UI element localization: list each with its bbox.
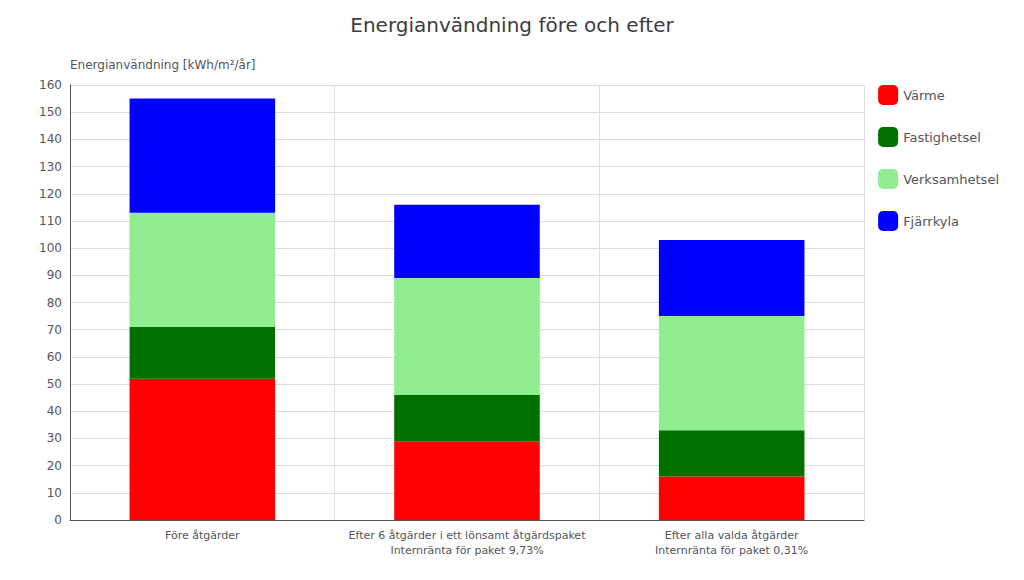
svg-text:Före åtgärder: Före åtgärder	[165, 529, 240, 542]
svg-text:Efter alla valda åtgärder: Efter alla valda åtgärder	[665, 529, 799, 542]
svg-text:30: 30	[47, 431, 62, 445]
svg-text:Värme: Värme	[903, 88, 945, 103]
svg-text:Efter 6 åtgärder i ett lönsamt: Efter 6 åtgärder i ett lönsamt åtgärdspa…	[349, 529, 587, 542]
svg-text:140: 140	[39, 132, 62, 146]
svg-text:130: 130	[39, 160, 62, 174]
svg-text:Internränta för paket 0,31%: Internränta för paket 0,31%	[655, 544, 808, 557]
svg-text:0: 0	[54, 513, 62, 527]
svg-text:60: 60	[47, 350, 62, 364]
svg-text:Verksamhetsel: Verksamhetsel	[903, 172, 999, 187]
svg-text:90: 90	[47, 268, 62, 282]
svg-text:Internränta för paket 9,73%: Internränta för paket 9,73%	[390, 544, 543, 557]
svg-text:80: 80	[47, 296, 62, 310]
svg-text:70: 70	[47, 323, 62, 337]
svg-text:150: 150	[39, 105, 62, 119]
svg-text:Fjärrkyla: Fjärrkyla	[903, 214, 959, 229]
svg-text:20: 20	[47, 459, 62, 473]
svg-text:10: 10	[47, 486, 62, 500]
svg-text:100: 100	[39, 241, 62, 255]
svg-text:110: 110	[39, 214, 62, 228]
svg-text:Fastighetsel: Fastighetsel	[903, 130, 981, 145]
svg-text:40: 40	[47, 404, 62, 418]
svg-text:160: 160	[39, 78, 62, 92]
svg-text:120: 120	[39, 187, 62, 201]
svg-text:50: 50	[47, 377, 62, 391]
svg-text:Energianvändning [kWh/m²/år]: Energianvändning [kWh/m²/år]	[70, 58, 256, 72]
svg-text:Energianvändning före och efte: Energianvändning före och efter	[350, 13, 674, 37]
